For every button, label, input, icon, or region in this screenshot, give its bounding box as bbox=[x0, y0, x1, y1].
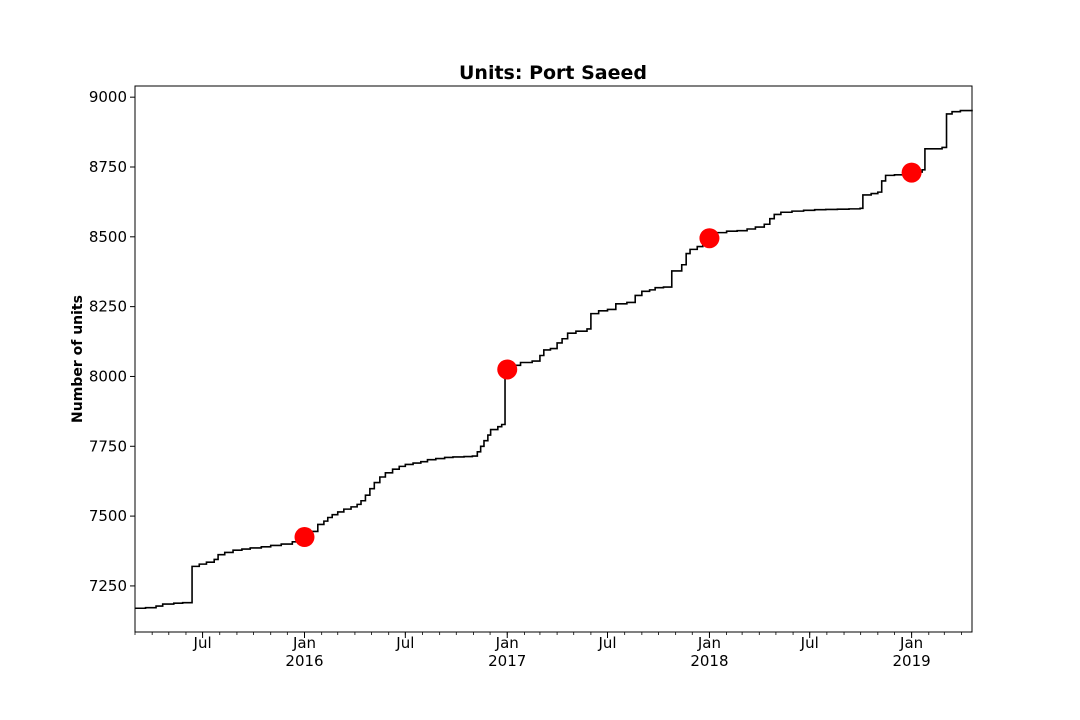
x-tick-label: Jan bbox=[899, 634, 923, 652]
y-axis-label: Number of units bbox=[70, 295, 86, 423]
marker-point bbox=[901, 162, 922, 183]
y-tick-label: 8250 bbox=[89, 298, 127, 316]
x-tick-label: Jan bbox=[697, 634, 721, 652]
x-tick-label: Jan bbox=[495, 634, 519, 652]
plot-frame bbox=[134, 85, 973, 633]
x-tick-label: Jul bbox=[800, 634, 819, 652]
y-tick-label: 9000 bbox=[89, 88, 127, 106]
y-tick-label: 7750 bbox=[89, 437, 127, 455]
x-tick-year-label: 2016 bbox=[285, 652, 323, 670]
x-tick-label: Jul bbox=[193, 634, 212, 652]
x-tick-year-label: 2019 bbox=[893, 652, 931, 670]
x-tick-year-label: 2018 bbox=[690, 652, 728, 670]
y-tick-label: 7500 bbox=[89, 507, 127, 525]
chart-title: Units: Port Saeed bbox=[459, 62, 647, 84]
x-tick-label: Jul bbox=[597, 634, 616, 652]
y-tick-label: 8750 bbox=[89, 158, 127, 176]
y-tick-label: 8000 bbox=[89, 367, 127, 385]
marker-point bbox=[497, 359, 518, 380]
x-tick-label: Jan bbox=[292, 634, 316, 652]
y-tick-label: 7250 bbox=[89, 577, 127, 595]
y-tick-label: 8500 bbox=[89, 228, 127, 246]
marker-point bbox=[294, 527, 315, 548]
marker-point bbox=[699, 228, 720, 249]
x-tick-label: Jul bbox=[395, 634, 414, 652]
x-tick-year-label: 2017 bbox=[488, 652, 526, 670]
